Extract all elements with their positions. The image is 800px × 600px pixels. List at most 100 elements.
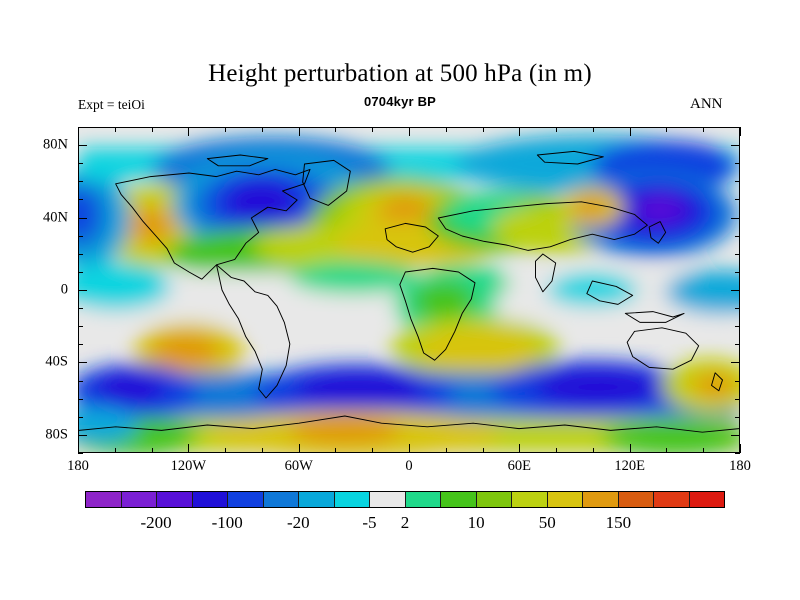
x-tick — [115, 448, 116, 453]
x-tick — [519, 127, 520, 136]
colorbar-bin[interactable] — [441, 492, 477, 507]
x-tick — [299, 444, 300, 453]
x-axis-label: 180 — [67, 458, 89, 474]
x-tick — [372, 448, 373, 453]
y-tick — [735, 344, 740, 345]
anomaly-field — [79, 128, 739, 452]
y-axis-label: 0 — [60, 281, 68, 298]
y-tick — [78, 218, 87, 219]
y-tick — [735, 199, 740, 200]
y-tick — [735, 308, 740, 309]
experiment-label: Expt = teiOi — [78, 97, 145, 112]
y-tick — [78, 163, 83, 164]
y-tick — [731, 145, 740, 146]
y-tick — [78, 362, 87, 363]
colorbar-bin[interactable] — [405, 492, 441, 507]
y-tick — [735, 453, 740, 454]
colorbar-bin[interactable] — [654, 492, 690, 507]
colorbar-bin[interactable] — [512, 492, 548, 507]
x-tick — [335, 448, 336, 453]
y-tick — [731, 218, 740, 219]
x-tick — [335, 127, 336, 132]
season-label: ANN — [690, 96, 723, 112]
colorbar-bin[interactable] — [583, 492, 619, 507]
x-tick — [78, 444, 79, 453]
y-tick — [78, 326, 83, 327]
y-axis-label: 40S — [45, 353, 68, 370]
y-tick — [78, 308, 83, 309]
y-tick — [78, 127, 83, 128]
x-tick — [556, 448, 557, 453]
x-axis-label: 120E — [614, 458, 645, 474]
y-tick — [78, 254, 83, 255]
colorbar-bin[interactable] — [618, 492, 654, 507]
y-axis-label: 80N — [43, 136, 68, 153]
x-tick — [446, 448, 447, 453]
x-tick — [262, 127, 263, 132]
y-tick — [78, 181, 83, 182]
colorbar-bin[interactable] — [299, 492, 335, 507]
y-tick — [78, 435, 87, 436]
y-tick — [735, 127, 740, 128]
colorbar-bin[interactable] — [121, 492, 157, 507]
colorbar-bin[interactable] — [192, 492, 228, 507]
x-tick — [630, 127, 631, 136]
colorbar-bin[interactable] — [547, 492, 583, 507]
x-tick — [225, 127, 226, 132]
y-tick — [78, 399, 83, 400]
colorbar-tick-label: -5 — [362, 513, 377, 532]
y-tick — [731, 362, 740, 363]
y-tick — [78, 199, 83, 200]
colorbar-bin[interactable] — [476, 492, 512, 507]
x-tick — [188, 444, 189, 453]
map-plot-area — [78, 127, 740, 453]
colorbar-bin[interactable] — [157, 492, 193, 507]
chart-subtitle: 0704kyr BP — [363, 94, 437, 109]
x-tick — [740, 127, 741, 136]
colorbar-tick-label: -200 — [140, 513, 172, 532]
x-axis-label: 120W — [170, 458, 207, 474]
y-tick — [78, 236, 83, 237]
x-axis-label: 0 — [405, 458, 413, 474]
x-tick — [519, 444, 520, 453]
x-tick — [78, 127, 79, 136]
colorbar-tick-label: 2 — [400, 513, 410, 532]
colorbar[interactable] — [85, 491, 725, 508]
colorbar-bin[interactable] — [689, 492, 724, 507]
x-tick — [262, 448, 263, 453]
x-tick — [593, 448, 594, 453]
y-tick — [735, 417, 740, 418]
colorbar-tick-label: -100 — [211, 513, 243, 532]
y-tick — [735, 272, 740, 273]
y-tick — [731, 290, 740, 291]
y-tick — [735, 326, 740, 327]
colorbar-bin[interactable] — [263, 492, 299, 507]
page-title: Height perturbation at 500 hPa (in m) — [208, 60, 592, 87]
y-tick — [735, 163, 740, 164]
colorbar-bin[interactable] — [334, 492, 370, 507]
y-tick — [78, 453, 83, 454]
x-tick — [152, 127, 153, 132]
x-tick — [409, 127, 410, 136]
colorbar-bin[interactable] — [86, 492, 122, 507]
x-tick — [188, 127, 189, 136]
y-tick — [78, 417, 83, 418]
y-tick — [78, 145, 87, 146]
colorbar-tick-label: 10 — [467, 513, 485, 532]
x-tick — [115, 127, 116, 132]
colorbar-tick-label: 150 — [605, 513, 632, 532]
x-tick — [225, 448, 226, 453]
x-tick — [409, 444, 410, 453]
y-tick — [78, 290, 87, 291]
y-tick — [735, 254, 740, 255]
colorbar-bin[interactable] — [228, 492, 264, 507]
x-tick — [666, 127, 667, 132]
x-tick — [483, 127, 484, 132]
colorbar-bin[interactable] — [370, 492, 406, 507]
y-tick — [731, 435, 740, 436]
x-tick — [152, 448, 153, 453]
y-axis-label: 40N — [43, 209, 68, 226]
y-tick — [78, 344, 83, 345]
x-axis-label: 180 — [729, 458, 751, 474]
